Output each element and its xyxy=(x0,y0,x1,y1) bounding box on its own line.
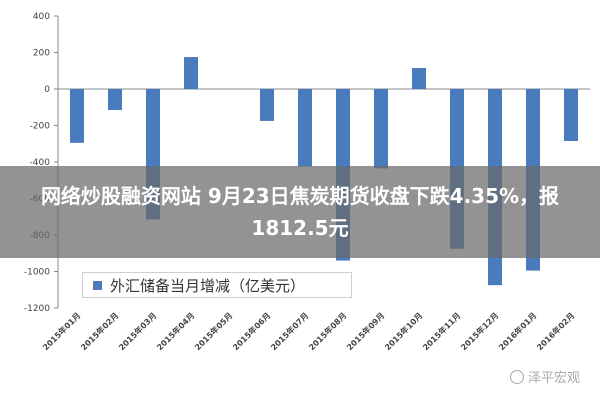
legend-label: 外汇储备当月增减（亿美元） xyxy=(110,276,306,295)
wechat-icon xyxy=(509,369,524,384)
watermark-text: 泽平宏观 xyxy=(527,371,580,386)
x-tick-label: 2015年04月 xyxy=(154,310,196,352)
y-tick-label: -1200 xyxy=(24,304,50,314)
bar xyxy=(108,89,122,110)
x-tick-label: 2015年03月 xyxy=(116,310,158,352)
legend-swatch xyxy=(93,280,102,290)
x-tick-label: 2015年05月 xyxy=(192,310,234,352)
x-tick-label: 2015年01月 xyxy=(40,310,82,352)
y-tick-label: -1000 xyxy=(24,268,50,278)
bar xyxy=(374,89,388,169)
watermark: 泽平宏观 xyxy=(509,367,580,386)
y-tick-label: 200 xyxy=(33,49,50,59)
chart-legend: 外汇储备当月增减（亿美元） xyxy=(82,272,352,298)
headline-banner[interactable]: 网络炒股融资网站 9月23日焦炭期货收盘下跌4.35%，报1812.5元 xyxy=(0,166,600,258)
bar xyxy=(70,89,84,143)
x-tick-label: 2015年02月 xyxy=(78,310,120,352)
x-tick-label: 2015年12月 xyxy=(458,310,500,352)
x-tick-label: 2016年01月 xyxy=(496,310,538,352)
x-tick-label: 2015年09月 xyxy=(344,310,386,352)
headline-text[interactable]: 网络炒股融资网站 9月23日焦炭期货收盘下跌4.35%，报1812.5元 xyxy=(40,184,560,240)
x-tick-label: 2015年11月 xyxy=(420,310,462,352)
y-tick-label: 400 xyxy=(33,12,50,22)
y-tick-label: 0 xyxy=(44,85,50,95)
y-tick-label: -400 xyxy=(30,158,51,168)
bar xyxy=(564,89,578,142)
bar xyxy=(298,89,312,167)
bar xyxy=(260,89,274,121)
bar xyxy=(184,57,198,89)
x-tick-label: 2015年10月 xyxy=(382,310,424,352)
x-tick-label: 2015年06月 xyxy=(230,310,272,352)
bar xyxy=(412,68,426,89)
x-tick-label: 2016年02月 xyxy=(534,310,576,352)
y-tick-label: -200 xyxy=(30,122,51,132)
x-tick-label: 2015年07月 xyxy=(268,310,310,352)
x-tick-label: 2015年08月 xyxy=(306,310,348,352)
